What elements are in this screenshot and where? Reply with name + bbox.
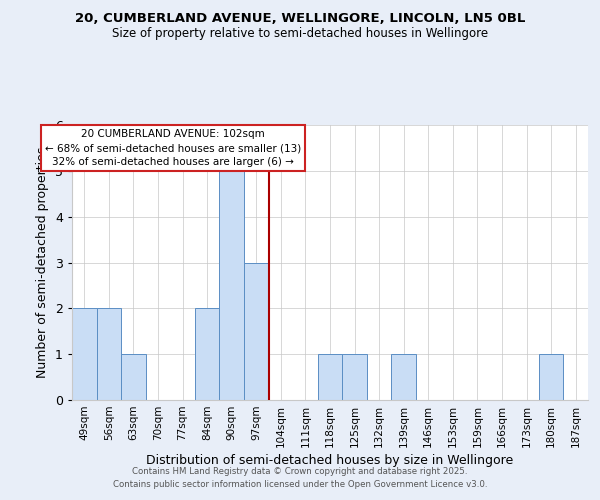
Bar [342,354,367,400]
Text: 20, CUMBERLAND AVENUE, WELLINGORE, LINCOLN, LN5 0BL: 20, CUMBERLAND AVENUE, WELLINGORE, LINCO… [75,12,525,26]
Bar [97,308,121,400]
Bar [244,262,269,400]
Bar [121,354,146,400]
Bar [72,308,97,400]
Bar [318,354,342,400]
Bar [391,354,416,400]
Text: Contains HM Land Registry data © Crown copyright and database right 2025.
Contai: Contains HM Land Registry data © Crown c… [113,468,487,489]
Text: 20 CUMBERLAND AVENUE: 102sqm
← 68% of semi-detached houses are smaller (13)
32% : 20 CUMBERLAND AVENUE: 102sqm ← 68% of se… [44,128,301,168]
Text: Size of property relative to semi-detached houses in Wellingore: Size of property relative to semi-detach… [112,28,488,40]
X-axis label: Distribution of semi-detached houses by size in Wellingore: Distribution of semi-detached houses by … [146,454,514,467]
Bar [220,171,244,400]
Y-axis label: Number of semi-detached properties: Number of semi-detached properties [37,147,49,378]
Bar [195,308,220,400]
Bar [539,354,563,400]
